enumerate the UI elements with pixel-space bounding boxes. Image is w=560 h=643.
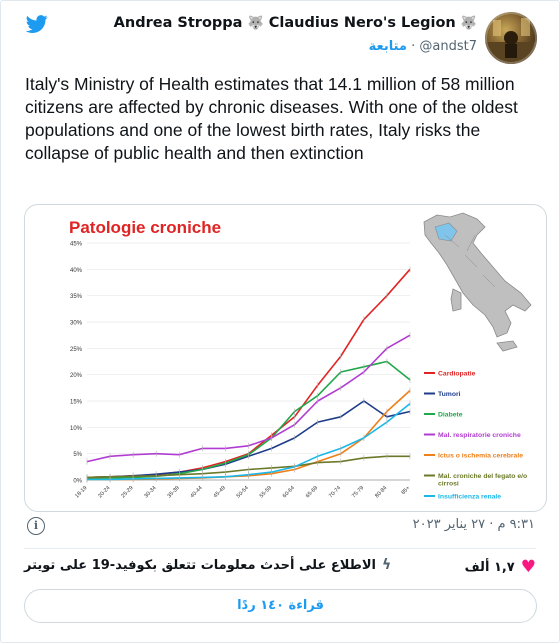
avatar-image [485, 18, 537, 64]
y-tick-label: 35% [70, 294, 83, 300]
italy-map-icon [423, 212, 532, 352]
covid-info-text: الاطلاع على أحدث معلومات تتعلق بكوفيد-19… [24, 557, 376, 573]
display-name-text: Andrea Stroppa [113, 15, 243, 31]
x-tick-label: 65-69 [305, 485, 319, 499]
legend-label: cirrosi [438, 481, 459, 488]
display-name[interactable]: Andrea Stroppa 🐺 Claudius Nero's Legion … [114, 13, 477, 34]
y-tick-label: 10% [70, 426, 83, 432]
user-handle[interactable]: @andst7 [419, 39, 477, 54]
x-axis-ticks: 18-19 20-24 25-29 30-34 35-39 40-44 45-49 50-54… [74, 485, 411, 499]
x-tick-label: 18-19 [74, 485, 88, 499]
like-button[interactable]: ١,٧ ألف ♥ [465, 557, 536, 577]
series-line [86, 360, 411, 480]
legend-label: Mal. respiratorie croniche [438, 432, 521, 439]
divider [24, 548, 536, 549]
chart-legend: Cardiopatie Tumori Diabete Mal. respiratori… [424, 371, 527, 501]
legend-label: Ictus o ischemia cerebrale [438, 453, 523, 460]
x-tick-label: 35-39 [167, 485, 181, 499]
legend-label: Insufficienza renale [438, 494, 501, 501]
legion-name-text: Claudius Nero's Legion [268, 15, 456, 31]
legend-label: Cardiopatie [438, 371, 476, 378]
x-tick-label: 75-79 [351, 485, 365, 499]
x-tick-label: 25-29 [120, 485, 134, 499]
x-tick-label: 80-84 [374, 485, 388, 499]
chart-series [86, 266, 411, 483]
y-tick-label: 40% [70, 268, 83, 274]
y-tick-label: 5% [73, 452, 82, 458]
x-tick-label: 60-64 [282, 485, 296, 499]
y-tick-label: 15% [70, 400, 83, 406]
x-tick-label: 45-49 [213, 485, 227, 499]
x-tick-label: 20-24 [97, 485, 111, 499]
x-tick-label: 70-74 [328, 485, 342, 499]
x-tick-label: 85+ [401, 485, 412, 496]
legend-label: Tumori [438, 391, 461, 398]
twitter-bird-icon[interactable] [25, 13, 49, 35]
info-icon[interactable]: i [27, 517, 45, 535]
x-tick-label: 50-54 [236, 485, 250, 499]
avatar[interactable] [485, 12, 537, 64]
like-count: ١,٧ ألف [464, 559, 515, 575]
wolf-emoji-icon: 🐺 [247, 16, 264, 31]
chart-title: Patologie croniche [69, 218, 221, 237]
read-replies-button[interactable]: قراءة ١٤٠ ردًا [24, 589, 537, 623]
x-tick-label: 30-34 [143, 485, 157, 499]
chronic-diseases-chart: Patologie croniche 0% 5% 10% 15% 20% 25% 30% 35… [69, 212, 532, 501]
legend-label: Diabete [438, 412, 463, 419]
user-info: Andrea Stroppa 🐺 Claudius Nero's Legion … [114, 13, 477, 56]
x-tick-label: 55-59 [259, 485, 273, 499]
follow-button[interactable]: متابعة [368, 39, 407, 54]
tweet-media-chart[interactable]: Patologie croniche 0% 5% 10% 15% 20% 25% 30% 35… [24, 204, 547, 512]
chart-gridlines [87, 242, 410, 481]
tweet-timestamp[interactable]: ٩:٣١ م · ٢٧ يناير ٢٠٢٣ [412, 517, 535, 532]
y-tick-label: 20% [70, 373, 83, 379]
wolf-emoji-icon: 🐺 [460, 16, 477, 31]
y-tick-label: 0% [73, 479, 82, 485]
handle-row: متابعة · @andst7 [114, 38, 477, 56]
y-axis-ticks: 0% 5% 10% 15% 20% 25% 30% 35% 40% 45% [70, 242, 83, 485]
y-tick-label: 45% [70, 242, 83, 248]
action-row: ١,٧ ألف ♥ الاطلاع على أحدث معلومات تتعلق… [24, 557, 536, 579]
tweet-text: Italy's Ministry of Health estimates tha… [25, 74, 518, 163]
heart-icon: ♥ [520, 557, 536, 577]
lightning-icon: ϟ [382, 557, 392, 573]
covid-info-link[interactable]: الاطلاع على أحدث معلومات تتعلق بكوفيد-19… [24, 557, 391, 573]
series-line [86, 334, 411, 463]
y-tick-label: 25% [70, 347, 83, 353]
separator-dot: · [411, 39, 416, 54]
legend-label: Mal. croniche del fegato e/o [438, 473, 527, 480]
y-tick-label: 30% [70, 321, 83, 327]
series-line [87, 389, 411, 481]
x-tick-label: 40-44 [190, 485, 204, 499]
